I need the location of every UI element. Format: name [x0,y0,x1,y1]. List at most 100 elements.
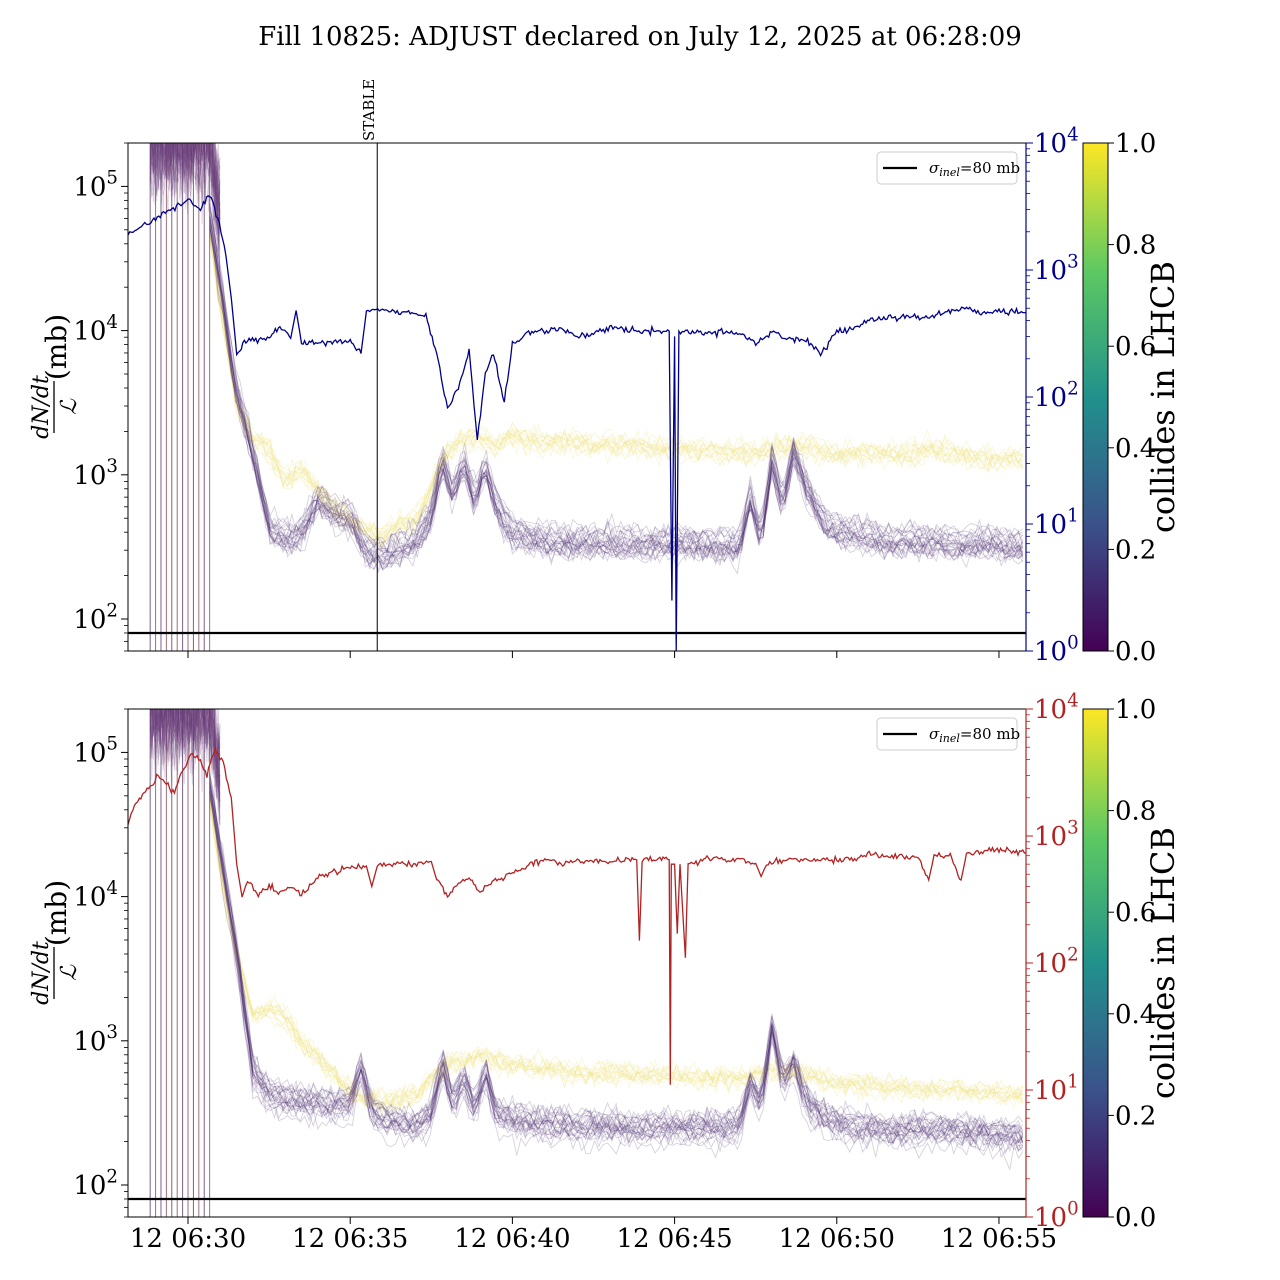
bottom-x-tick-label: 12 06:50 [779,1224,895,1254]
bottom-x-tick-label: 12 06:35 [292,1224,408,1254]
top-bunch-line [209,214,1024,553]
top-bunch-line [209,226,1024,571]
top-y-tick-label: 102 [73,600,118,635]
top-spike-trace [149,143,221,209]
top-bunch-line [209,231,1023,537]
top-spike-trace [149,143,221,206]
bottom-spike-trace [150,709,221,773]
bottom-y-label-numerator: dN/dt [29,941,54,1005]
bottom-spike-trace [149,709,221,821]
bottom-y-axis: 102 103 104 105 [73,708,128,1218]
bottom-plot-area [128,709,1026,1217]
top-spike-trace [152,143,221,234]
bottom-colorbar-tick-label: 1.0 [1115,695,1156,725]
bottom-bunch-line [209,780,1024,1140]
bottom-spike-trace [149,709,221,810]
top-spike-trace [149,143,221,244]
bottom-injection-spikes [149,709,221,1217]
top-bunch-line [209,230,1024,544]
top-panel: STABLE 102 103 104 105 100 101 102 103 104 dN/dt ℒ (… [29,79,1182,667]
top-bunch-line [209,205,1024,551]
bottom-spike-trace [149,709,221,819]
bottom-bunch-line [209,795,1024,1148]
bottom-spike-trace [152,709,221,783]
bottom-bunch-line [209,790,1024,1159]
top-injection-spikes [149,143,221,651]
top-y-label-numerator: dN/dt [29,375,54,439]
top-bunch-line [209,217,1024,567]
bottom-spike-trace [149,709,221,789]
bottom-bunch-line [209,796,1024,1102]
bottom-bunch-line [209,803,1024,1112]
bottom-spike-trace [149,709,221,802]
bottom-spike-trace [156,709,221,804]
bottom-bunch-line [209,791,1024,1109]
top-bunch-line [209,224,1023,539]
bottom-spike-trace [152,709,221,778]
top-spike-trace [150,143,221,217]
top-spike-trace [152,143,221,205]
top-bunch-line [209,223,1024,537]
top-bunch-line [209,220,1024,572]
bottom-y-label-denominator: ℒ [57,964,82,981]
bottom-bunch-line [209,804,1024,1109]
bottom-spike-trace [153,709,221,802]
bottom-bunch-line [209,789,1024,1153]
top-right-tick-label: 101 [1034,505,1079,540]
top-spike-trace [149,143,221,283]
bottom-spike-trace [151,709,221,798]
bottom-y-tick-label: 103 [73,1022,118,1057]
bottom-right-tick-label: 100 [1034,1198,1079,1233]
top-legend: σinel=80 mb [876,151,1020,185]
bottom-y-label-unit: (mb) [40,880,73,946]
top-spike-trace [151,143,221,251]
top-plot-area [128,143,1026,651]
top-spike-trace [153,143,221,226]
top-y-label-denominator: ℒ [57,398,82,415]
top-bunch-line [209,226,1024,537]
bottom-x-tick-label: 12 06:40 [454,1224,570,1254]
bottom-bunch-line [209,782,1024,1146]
bottom-bunch-line [209,793,1023,1156]
top-spike-trace [158,143,221,232]
top-spike-trace [151,143,221,228]
bottom-bunch-line [209,800,1024,1115]
top-spike-trace [149,143,221,214]
top-y-label: dN/dt ℒ (mb) [29,314,82,439]
bottom-bunch-line [209,786,1024,1148]
bottom-x-tick-label: 12 06:45 [616,1224,732,1254]
bottom-x-axis: 12 06:30 12 06:35 12 06:40 12 06:45 12 06:50… [130,1217,1057,1254]
top-colorbar-tick-label: 0.0 [1115,637,1156,667]
bottom-spike-trace [149,709,221,771]
top-bunch-line [209,215,1024,554]
top-colorbar-label: collides in LHCB [1144,261,1182,533]
bottom-bunch-line [209,791,1024,1153]
top-legend-label: σinel=80 mb [929,159,1020,179]
top-spike-trace [149,143,221,230]
top-stable-label: STABLE [360,79,378,141]
top-bunch-band-non-colliding [209,197,1024,575]
top-spike-trace [150,143,221,221]
top-y-label-unit: (mb) [40,314,73,380]
top-bunch-line [209,230,1024,542]
bottom-bunch-line [209,781,1024,1144]
bottom-bunch-line [209,773,1024,1145]
bottom-bunch-line [209,773,1024,1144]
bottom-bunch-line [209,787,1024,1147]
top-spike-trace [158,143,221,214]
top-bunch-line [209,234,1024,575]
top-spike-trace [149,143,221,236]
top-spike-trace [149,143,221,222]
bottom-bunch-line [209,785,1024,1138]
top-spike-trace [151,143,221,215]
top-bunch-line [209,207,1024,552]
bottom-spike-trace [154,709,221,778]
top-bunch-line [209,233,1024,539]
top-spike-trace [149,143,221,237]
bottom-spike-trace [149,709,221,799]
bottom-right-tick-label: 103 [1034,817,1079,852]
top-bunch-line [209,220,1024,561]
bottom-legend: σinel=80 mb [876,717,1020,751]
top-right-tick-label: 100 [1034,632,1079,667]
